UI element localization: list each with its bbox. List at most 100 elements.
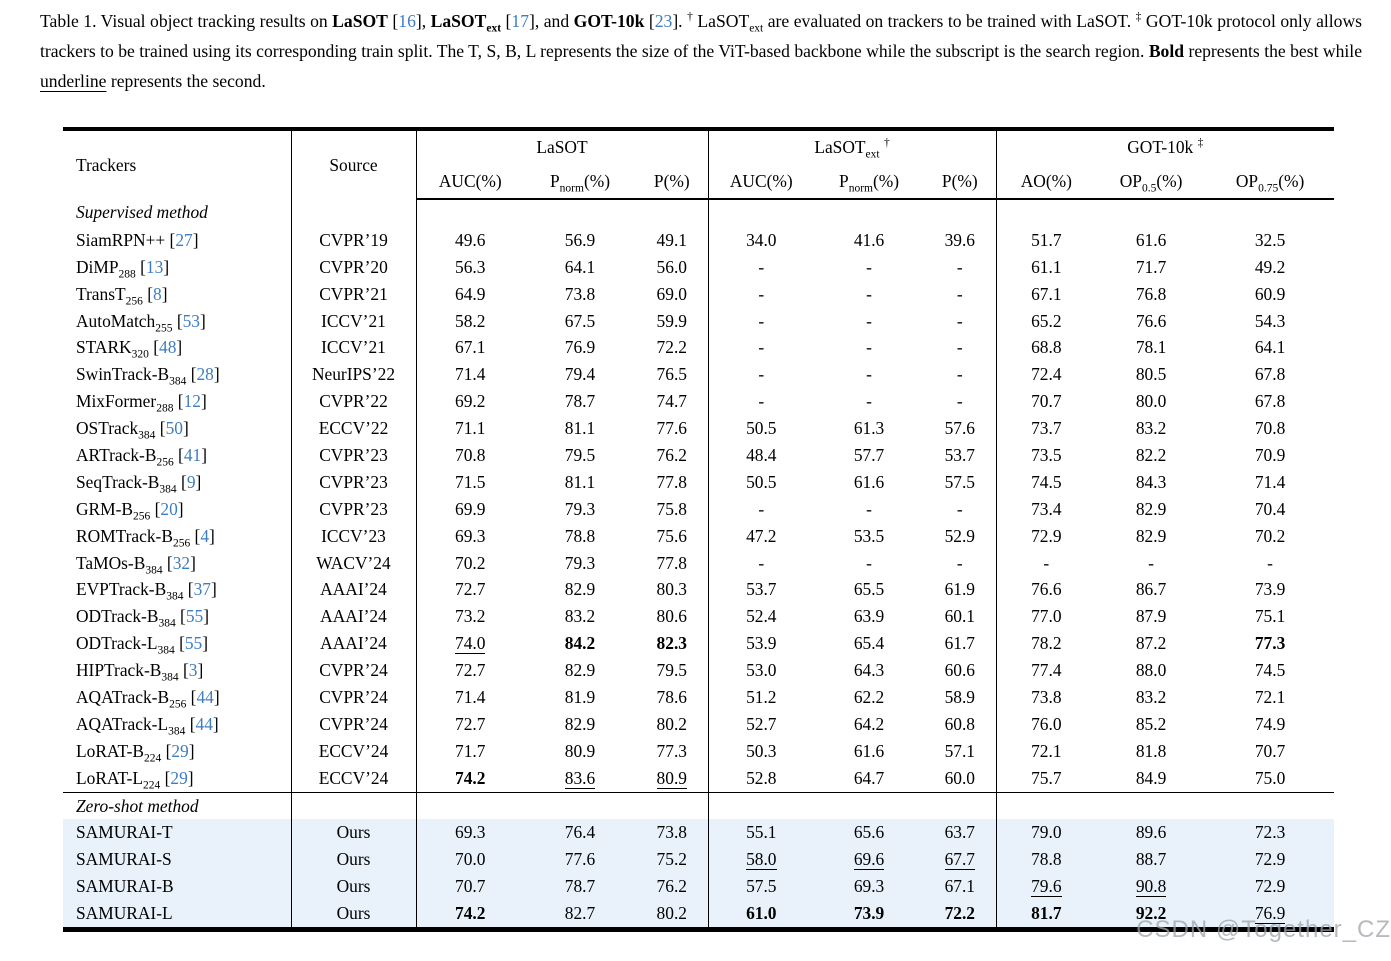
tracker-subscript: 384	[166, 590, 184, 603]
citation-link[interactable]: 16	[398, 11, 416, 31]
value-cell: 76.8	[1135, 283, 1167, 304]
value-cell: 79.3	[564, 552, 596, 573]
value-cell: 71.5	[455, 471, 486, 492]
tracker-cell: SAMURAI-S	[63, 846, 292, 874]
value-cell: 49.1	[636, 226, 709, 254]
value-cell: 76.5	[636, 361, 709, 389]
second-best-value: 80.9	[656, 767, 687, 789]
caption-text: LaSOT	[692, 11, 750, 31]
value-cell: 71.7	[455, 740, 486, 761]
column-header-auc-lasot: AUC(%)	[416, 164, 524, 200]
value-cell: 79.5	[636, 657, 709, 685]
citation-link[interactable]: 28	[196, 364, 214, 385]
citation-link[interactable]: 37	[193, 579, 211, 600]
value-cell: 67.8	[1254, 391, 1286, 412]
table-row: TransT256 [8] CVPR’21 64.9 73.8 69.0 - - - 67.1 7…	[63, 280, 1334, 308]
citation-link[interactable]: 17	[511, 11, 529, 31]
value-cell: 72.1	[1031, 740, 1062, 761]
value-cell: 87.2	[1135, 633, 1167, 654]
value-cell: 70.2	[455, 552, 486, 573]
citation-link[interactable]: 9	[186, 471, 196, 492]
source-cell: ECCV’22	[291, 415, 417, 443]
citation-link[interactable]: 50	[165, 418, 183, 439]
tracker-name: EVPTrack-B	[76, 579, 167, 600]
value-cell: 61.1	[1031, 256, 1062, 277]
source-cell: CVPR’22	[291, 388, 417, 416]
empty-cell	[1206, 199, 1334, 227]
citation-link[interactable]: 53	[182, 310, 200, 331]
empty-cell	[416, 791, 524, 820]
tracker-subscript: 384	[157, 644, 175, 657]
citation-link[interactable]: 55	[185, 606, 204, 627]
value-cell: 61.6	[853, 471, 885, 492]
value-cell: 72.7	[455, 579, 486, 600]
empty-cell	[1096, 791, 1207, 820]
value-cell: 84.9	[1135, 767, 1167, 788]
citation-link[interactable]: 20	[160, 498, 178, 519]
value-cell: 69.3	[416, 819, 524, 847]
value-cell: 77.6	[636, 415, 709, 443]
tracker-subscript: 256	[133, 510, 151, 523]
value-cell: 74.0	[416, 630, 524, 657]
value-cell: 74.7	[636, 388, 709, 416]
citation-link[interactable]: 27	[175, 229, 193, 250]
citation-link[interactable]: 12	[183, 391, 201, 412]
source-cell: Ours	[291, 846, 417, 874]
value-cell: 75.0	[1254, 767, 1286, 788]
value-cell: -	[866, 498, 872, 519]
table-row: AutoMatch255 [53] ICCV’21 58.2 67.5 59.9 - - - 6…	[63, 307, 1334, 335]
value-cell: 72.2	[924, 900, 997, 930]
value-cell: -	[758, 256, 765, 277]
value-cell: 57.7	[853, 444, 885, 465]
tracker-cell: SAMURAI-T	[63, 819, 292, 847]
empty-cell	[524, 791, 636, 820]
source-cell: CVPR’19	[291, 226, 417, 254]
citation-link[interactable]: 3	[188, 660, 198, 681]
value-cell: 82.9	[564, 579, 596, 600]
citation-link[interactable]: 4	[200, 525, 210, 546]
citation-link[interactable]: 55	[184, 633, 203, 654]
value-cell: 75.1	[1254, 606, 1286, 627]
tracker-name: SwinTrack-B	[76, 364, 170, 385]
value-cell: 78.7	[524, 873, 636, 901]
value-cell: 83.2	[564, 606, 596, 627]
citation-link[interactable]: 23	[654, 11, 673, 31]
value-cell: 67.7	[924, 846, 997, 874]
citation-link[interactable]: 48	[159, 337, 177, 358]
source-cell: Ours	[291, 819, 417, 847]
value-cell: 90.8	[1096, 873, 1207, 901]
tracker-name: SAMURAI-L	[76, 903, 173, 924]
citation-link[interactable]: 32	[172, 552, 191, 573]
empty-cell	[924, 199, 997, 227]
value-cell: 64.1	[1254, 337, 1286, 358]
citation-link[interactable]: 8	[153, 283, 162, 304]
value-cell: -	[1148, 552, 1154, 573]
empty-cell	[636, 199, 709, 227]
source-cell: ICCV’21	[291, 334, 417, 362]
citation-link[interactable]: 44	[196, 686, 214, 707]
value-cell: 54.3	[1254, 310, 1286, 331]
column-header-source: Source	[291, 129, 417, 199]
value-cell: -	[924, 307, 997, 335]
citation-link[interactable]: 44	[195, 713, 213, 734]
caption-text: [	[644, 11, 655, 31]
value-cell: -	[924, 334, 997, 362]
caption-text: ‡	[1135, 11, 1142, 24]
citation-link[interactable]: 13	[145, 256, 164, 277]
table-row: LoRAT-L224 [29] ECCV’24 74.2 83.6 80.9 52.8 64…	[63, 764, 1334, 793]
empty-cell	[708, 199, 814, 227]
caption-text: LaSOT	[430, 11, 487, 31]
value-cell: 61.0	[708, 900, 815, 930]
second-best-value: 76.9	[1254, 903, 1286, 925]
value-cell: 80.9	[636, 764, 709, 793]
value-cell: 81.8	[1135, 740, 1167, 761]
citation-link[interactable]: 29	[170, 767, 188, 788]
value-cell: -	[758, 391, 765, 412]
value-cell: 71.7	[1135, 256, 1167, 277]
citation-link[interactable]: 41	[183, 444, 202, 465]
second-best-value: 83.6	[564, 767, 596, 789]
value-cell: 53.7	[924, 442, 997, 469]
value-cell: 65.4	[853, 633, 885, 654]
value-cell: 60.1	[924, 603, 997, 631]
citation-link[interactable]: 29	[171, 740, 189, 761]
